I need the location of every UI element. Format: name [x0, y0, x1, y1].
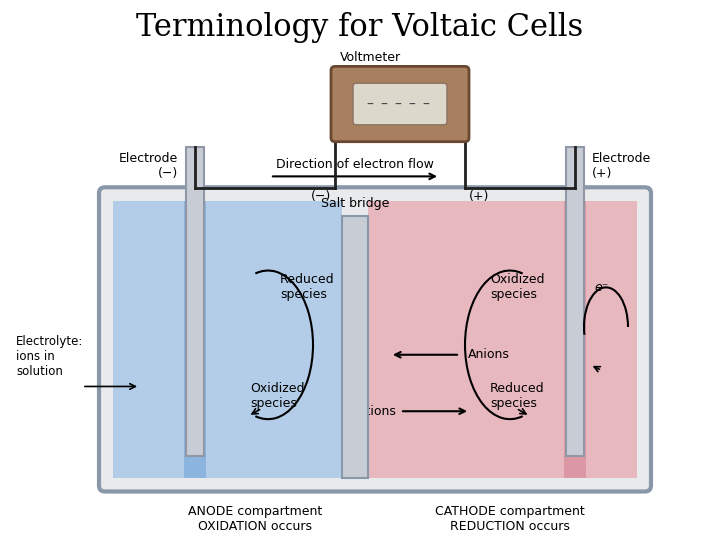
Text: CATHODE compartment
REDUCTION occurs: CATHODE compartment REDUCTION occurs	[435, 505, 585, 534]
Text: ANODE compartment
OXIDATION occurs: ANODE compartment OXIDATION occurs	[188, 505, 322, 534]
Text: Salt bridge: Salt bridge	[321, 197, 390, 210]
Text: Oxidized
species: Oxidized species	[250, 382, 305, 410]
Text: Voltmeter: Voltmeter	[339, 51, 400, 64]
FancyBboxPatch shape	[331, 66, 469, 141]
Text: Anions: Anions	[468, 348, 510, 361]
Text: (+): (+)	[469, 190, 490, 203]
Text: Electrode
(−): Electrode (−)	[119, 152, 178, 180]
Text: Terminology for Voltaic Cells: Terminology for Voltaic Cells	[136, 12, 584, 43]
Text: Direction of electron flow: Direction of electron flow	[276, 158, 434, 171]
Text: –: –	[381, 98, 387, 112]
FancyBboxPatch shape	[353, 83, 447, 125]
Bar	[368, 201, 637, 477]
Text: –: –	[366, 98, 374, 112]
Text: –: –	[423, 98, 429, 112]
Bar	[566, 147, 584, 456]
Text: Reduced
species: Reduced species	[280, 273, 335, 301]
Text: Reduced
species: Reduced species	[490, 382, 544, 410]
Text: e⁻: e⁻	[186, 284, 200, 297]
Text: –: –	[395, 98, 402, 112]
Bar	[184, 201, 206, 477]
Text: Cations: Cations	[349, 405, 396, 418]
Text: Electrolyte:
ions in
solution: Electrolyte: ions in solution	[16, 335, 84, 378]
Bar	[186, 147, 204, 456]
Bar	[342, 216, 368, 477]
FancyBboxPatch shape	[99, 187, 651, 491]
Text: (−): (−)	[311, 190, 331, 203]
Bar	[113, 201, 342, 477]
Text: e⁻: e⁻	[594, 281, 608, 294]
Text: –: –	[408, 98, 415, 112]
Text: Oxidized
species: Oxidized species	[490, 273, 544, 301]
Bar	[564, 201, 586, 477]
Text: Electrode
(+): Electrode (+)	[592, 152, 652, 180]
